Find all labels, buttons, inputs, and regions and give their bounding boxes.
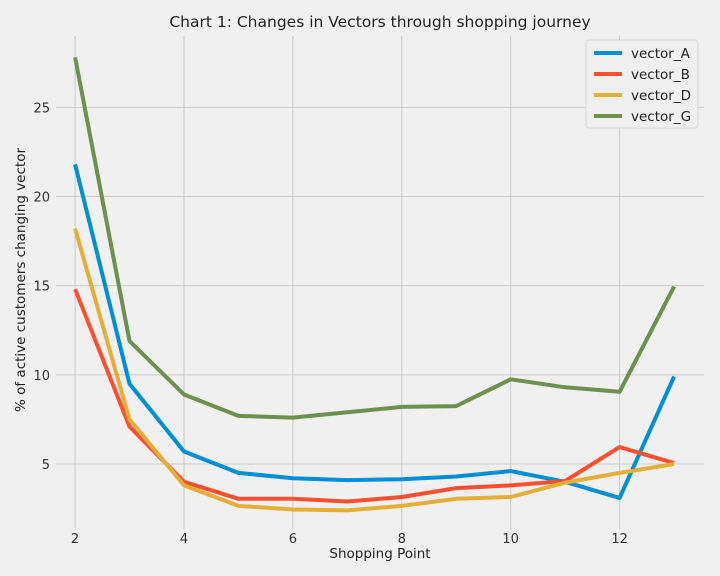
x-tick-label: 2 (71, 532, 79, 547)
y-tick-label: 10 (33, 369, 50, 384)
x-tick-label: 10 (502, 532, 519, 547)
series-lines (73, 57, 676, 513)
y-axis-label: % of active customers changing vector (13, 148, 29, 412)
y-tick-label: 20 (33, 191, 50, 206)
series-line-vector_D (73, 228, 675, 513)
series-line-vector_B (73, 288, 675, 504)
legend-label: vector_B (631, 67, 690, 83)
x-tick-label: 6 (289, 532, 297, 547)
series-line-vector_A (73, 163, 676, 500)
y-tick-label: 15 (33, 280, 50, 295)
x-tick-label: 4 (180, 532, 188, 547)
legend-box (585, 39, 699, 129)
legend-label: vector_G (631, 109, 691, 125)
x-axis-label: Shopping Point (329, 546, 430, 562)
tick-labels: 2 4 6 8 10 12 5 10 15 20 25 (33, 101, 627, 547)
legend-label: vector_D (631, 88, 691, 104)
chart-title: Chart 1: Changes in Vectors through shop… (169, 13, 590, 31)
y-tick-label: 25 (33, 101, 50, 116)
series-line-vector_G (73, 57, 676, 420)
x-tick-label: 8 (398, 532, 406, 547)
x-tick-label: 12 (611, 532, 628, 547)
y-tick-label: 5 (42, 458, 50, 473)
legend-label: vector_A (631, 46, 691, 62)
legend: vector_A vector_B vector_D vector_G (585, 39, 699, 129)
